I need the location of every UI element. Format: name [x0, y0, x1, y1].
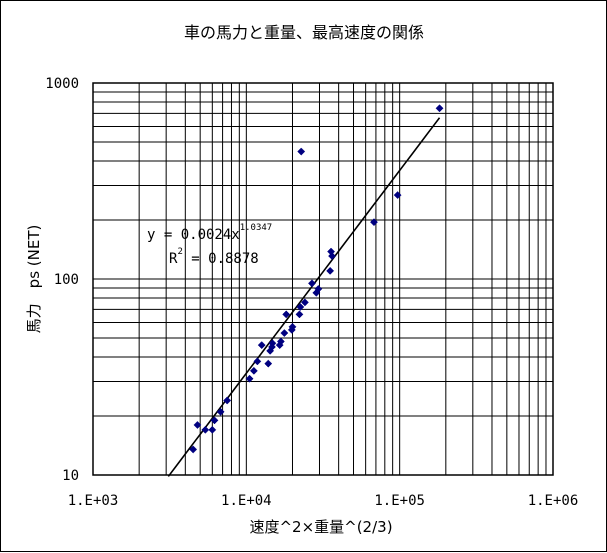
trendline-r2-label: R — [169, 251, 178, 267]
data-point — [223, 396, 232, 405]
data-point — [300, 298, 309, 307]
trendline — [167, 117, 441, 477]
data-point — [210, 416, 219, 425]
data-point — [201, 425, 210, 434]
points-layer — [189, 104, 444, 454]
data-point — [257, 341, 266, 350]
trendline-equation: y = 0.0024x1.0347 — [147, 223, 272, 243]
data-point — [249, 366, 258, 375]
y-tick-label: 10 — [62, 468, 79, 484]
data-point — [268, 343, 276, 351]
data-point — [193, 421, 202, 429]
data-point — [370, 218, 378, 227]
data-point — [280, 329, 289, 337]
x-tick-label: 1.E+04 — [221, 493, 272, 509]
y-tick-label: 100 — [54, 272, 79, 288]
data-point — [308, 279, 316, 288]
chart-title: 車の馬力と重量、最高速度の関係 — [184, 23, 424, 42]
data-point — [276, 337, 285, 346]
x-tick-label: 1.E+05 — [374, 493, 425, 509]
y-tick-label: 1000 — [45, 76, 79, 92]
trendline-equation-main: y = 0.0024x — [147, 227, 240, 243]
trendline-r2-superscript: 2 — [177, 247, 182, 257]
data-point — [245, 374, 254, 383]
data-point — [296, 303, 305, 311]
data-point — [314, 284, 323, 293]
data-point — [393, 191, 402, 200]
data-point — [326, 266, 335, 275]
data-point — [288, 322, 297, 331]
data-point — [435, 104, 444, 113]
x-tick-label: 1.E+03 — [68, 493, 119, 509]
trendline-r2-value: = 0.8878 — [183, 251, 259, 267]
y-axis-title: 馬力 ps (NET) — [25, 225, 43, 334]
data-point — [297, 147, 306, 156]
data-point — [268, 339, 277, 348]
data-point — [282, 310, 291, 319]
data-point — [264, 359, 273, 368]
data-point — [328, 252, 336, 260]
trend-layer — [167, 117, 441, 477]
x-axis-title: 速度^2×重量^(2/3) — [249, 518, 392, 536]
data-point — [208, 425, 217, 434]
y-tick-labels: 10 100 1000 — [45, 76, 79, 484]
plot-border — [92, 82, 554, 476]
x-tick-labels: 1.E+03 1.E+04 1.E+05 1.E+06 — [68, 493, 579, 509]
data-point — [189, 445, 198, 454]
x-tick-label: 1.E+06 — [528, 493, 579, 509]
data-point — [216, 407, 225, 416]
grid-layer — [93, 83, 553, 475]
trendline-r2: R2 = 0.8878 — [169, 247, 259, 267]
trendline-equation-exponent: 1.0347 — [240, 223, 273, 233]
data-point — [295, 310, 304, 319]
data-point — [253, 357, 262, 366]
